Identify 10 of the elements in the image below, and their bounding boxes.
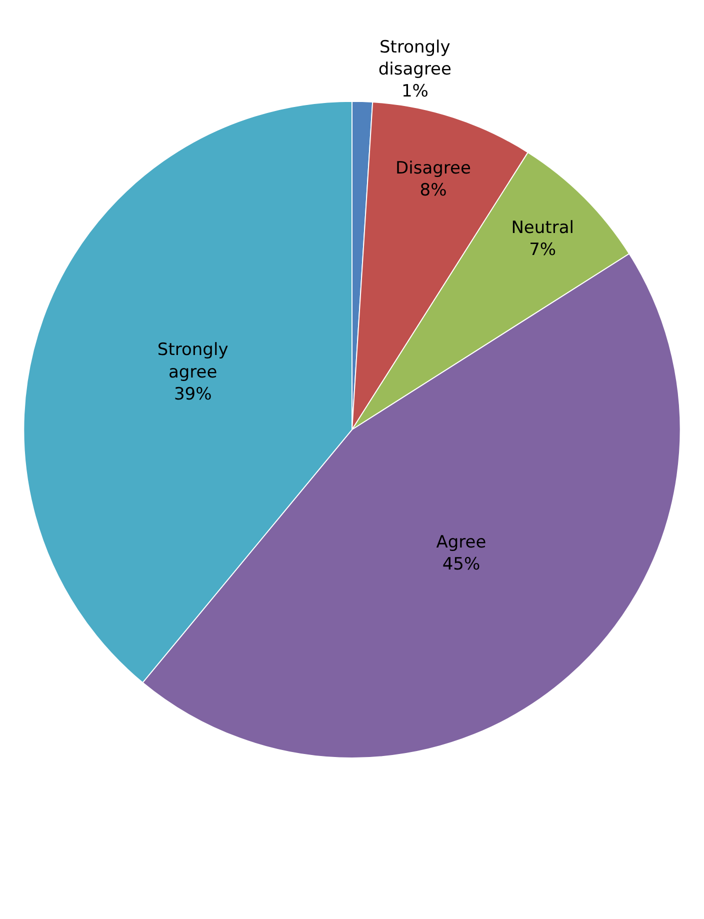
data-label: 45%: [442, 554, 480, 575]
slice-label: Agree: [436, 532, 486, 552]
data-label: 8%: [420, 180, 447, 201]
slice-label: Strongly agree: [157, 340, 228, 382]
data-label: 1%: [401, 82, 428, 102]
data-label: 39%: [174, 384, 212, 404]
data-label: 7%: [529, 240, 556, 260]
slice-label: Disagree: [396, 158, 471, 179]
slice-label: Strongly disagree: [378, 37, 452, 80]
slice-label: Neutral: [511, 218, 574, 238]
